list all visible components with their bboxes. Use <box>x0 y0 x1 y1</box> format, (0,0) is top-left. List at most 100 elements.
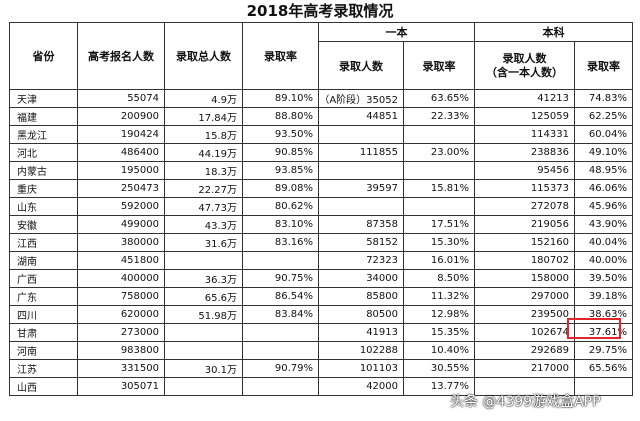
cell-yiben-admitted: 111855 <box>318 143 404 162</box>
cell-yiben-rate: 16.01% <box>403 251 475 270</box>
table-row: 安徽 499000 43.3万 83.10% 87358 17.51% 219056 43.9… <box>9 215 633 234</box>
cell-admit-rate: 90.85% <box>242 143 319 162</box>
cell-admit-rate: 83.16% <box>242 233 319 252</box>
cell-admit-rate <box>242 251 319 270</box>
cell-yiben-admitted: 102288 <box>318 341 404 360</box>
cell-province: 山东 <box>9 197 78 216</box>
cell-yiben-admitted: 87358 <box>318 215 404 234</box>
header-benke-admitted-line2: （含一本人数） <box>486 65 563 79</box>
cell-total-admitted <box>164 341 243 360</box>
table-row: 天津 55074 4.9万 89.10% （A阶段）35052 63.65% 41213 74… <box>9 89 633 108</box>
header-yiben-rate: 录取率 <box>403 41 475 90</box>
cell-admit-rate: 83.84% <box>242 305 319 324</box>
cell-benke-admitted: 272078 <box>474 197 575 216</box>
header-benke: 本科 <box>474 22 633 42</box>
table-body: 天津 55074 4.9万 89.10% （A阶段）35052 63.65% 41213 74… <box>9 89 633 396</box>
cell-total-admitted: 51.98万 <box>164 305 243 324</box>
table-row: 内蒙古 195000 18.3万 93.85% 95456 48.95% <box>9 161 633 180</box>
cell-province: 江西 <box>9 233 78 252</box>
cell-province: 内蒙古 <box>9 161 78 180</box>
cell-benke-rate: 48.95% <box>574 161 633 180</box>
cell-benke-admitted: 217000 <box>474 359 575 378</box>
cell-benke-admitted: 115373 <box>474 179 575 198</box>
cell-yiben-rate: 15.81% <box>403 179 475 198</box>
cell-applicants: 983800 <box>77 341 165 360</box>
cell-total-admitted: 47.73万 <box>164 197 243 216</box>
cell-benke-rate: 46.06% <box>574 179 633 198</box>
table-row: 山东 592000 47.73万 80.62% 272078 45.96% <box>9 197 633 216</box>
cell-total-admitted: 36.3万 <box>164 269 243 288</box>
cell-total-admitted <box>164 323 243 342</box>
header-province: 省份 <box>9 22 78 90</box>
cell-benke-admitted: 95456 <box>474 161 575 180</box>
cell-benke-rate: 74.83% <box>574 89 633 108</box>
cell-yiben-admitted: 42000 <box>318 377 404 396</box>
cell-applicants: 758000 <box>77 287 165 306</box>
cell-yiben-admitted: 58152 <box>318 233 404 252</box>
cell-total-admitted: 18.3万 <box>164 161 243 180</box>
cell-applicants: 400000 <box>77 269 165 288</box>
cell-applicants: 499000 <box>77 215 165 234</box>
cell-yiben-rate: 8.50% <box>403 269 475 288</box>
cell-yiben-rate: 17.51% <box>403 215 475 234</box>
cell-benke-rate: 60.04% <box>574 125 633 144</box>
cell-applicants: 592000 <box>77 197 165 216</box>
cell-total-admitted: 65.6万 <box>164 287 243 306</box>
cell-admit-rate: 90.79% <box>242 359 319 378</box>
cell-admit-rate: 80.62% <box>242 197 319 216</box>
cell-benke-rate: 45.96% <box>574 197 633 216</box>
cell-benke-rate: 62.25% <box>574 107 633 126</box>
cell-applicants: 486400 <box>77 143 165 162</box>
cell-applicants: 55074 <box>77 89 165 108</box>
cell-admit-rate: 90.75% <box>242 269 319 288</box>
cell-yiben-admitted: 80500 <box>318 305 404 324</box>
cell-benke-admitted: 125059 <box>474 107 575 126</box>
header-yiben: 一本 <box>318 22 475 42</box>
header-benke-rate: 录取率 <box>574 41 633 90</box>
table-row: 山西 305071 42000 13.77% <box>9 377 633 396</box>
cell-benke-admitted: 114331 <box>474 125 575 144</box>
cell-applicants: 380000 <box>77 233 165 252</box>
cell-yiben-rate <box>403 197 475 216</box>
cell-applicants: 190424 <box>77 125 165 144</box>
cell-yiben-admitted: 41913 <box>318 323 404 342</box>
table-row: 重庆 250473 22.27万 89.08% 39597 15.81% 115373 46.… <box>9 179 633 198</box>
cell-total-admitted: 4.9万 <box>164 89 243 108</box>
cell-total-admitted <box>164 251 243 270</box>
cell-applicants: 273000 <box>77 323 165 342</box>
table-row: 河南 983800 102288 10.40% 292689 29.75% <box>9 341 633 360</box>
cell-yiben-admitted: （A阶段）35052 <box>318 89 404 108</box>
header-total-admitted: 录取总人数 <box>164 22 243 90</box>
cell-province: 湖南 <box>9 251 78 270</box>
cell-benke-admitted: 297000 <box>474 287 575 306</box>
cell-benke-rate: 49.10% <box>574 143 633 162</box>
cell-province: 甘肃 <box>9 323 78 342</box>
table-row: 江苏 331500 30.1万 90.79% 101103 30.55% 217000 65.… <box>9 359 633 378</box>
cell-yiben-rate: 10.40% <box>403 341 475 360</box>
cell-yiben-admitted: 85800 <box>318 287 404 306</box>
cell-province: 安徽 <box>9 215 78 234</box>
admission-table: 省份 高考报名人数 录取总人数 录取率 一本 本科 录取人数 录取率 录取人数（… <box>9 22 633 396</box>
cell-province: 广西 <box>9 269 78 288</box>
table-row: 甘肃 273000 41913 15.35% 102674 37.61% <box>9 323 633 342</box>
cell-benke-rate: 39.18% <box>574 287 633 306</box>
cell-yiben-rate: 13.77% <box>403 377 475 396</box>
cell-admit-rate: 86.54% <box>242 287 319 306</box>
table-row: 河北 486400 44.19万 90.85% 111855 23.00% 238836 49… <box>9 143 633 162</box>
cell-province: 天津 <box>9 89 78 108</box>
cell-total-admitted <box>164 377 243 396</box>
cell-province: 广东 <box>9 287 78 306</box>
cell-benke-rate: 29.75% <box>574 341 633 360</box>
cell-admit-rate: 88.80% <box>242 107 319 126</box>
cell-admit-rate: 83.10% <box>242 215 319 234</box>
cell-yiben-admitted: 72323 <box>318 251 404 270</box>
cell-admit-rate: 89.08% <box>242 179 319 198</box>
cell-applicants: 200900 <box>77 107 165 126</box>
table-row: 福建 200900 17.84万 88.80% 44851 22.33% 125059 62.… <box>9 107 633 126</box>
watermark: 头条 @4399游戏盒APP <box>450 394 601 410</box>
cell-benke-admitted: 41213 <box>474 89 575 108</box>
cell-province: 河南 <box>9 341 78 360</box>
cell-province: 福建 <box>9 107 78 126</box>
cell-applicants: 195000 <box>77 161 165 180</box>
table-row: 湖南 451800 72323 16.01% 180702 40.00% <box>9 251 633 270</box>
